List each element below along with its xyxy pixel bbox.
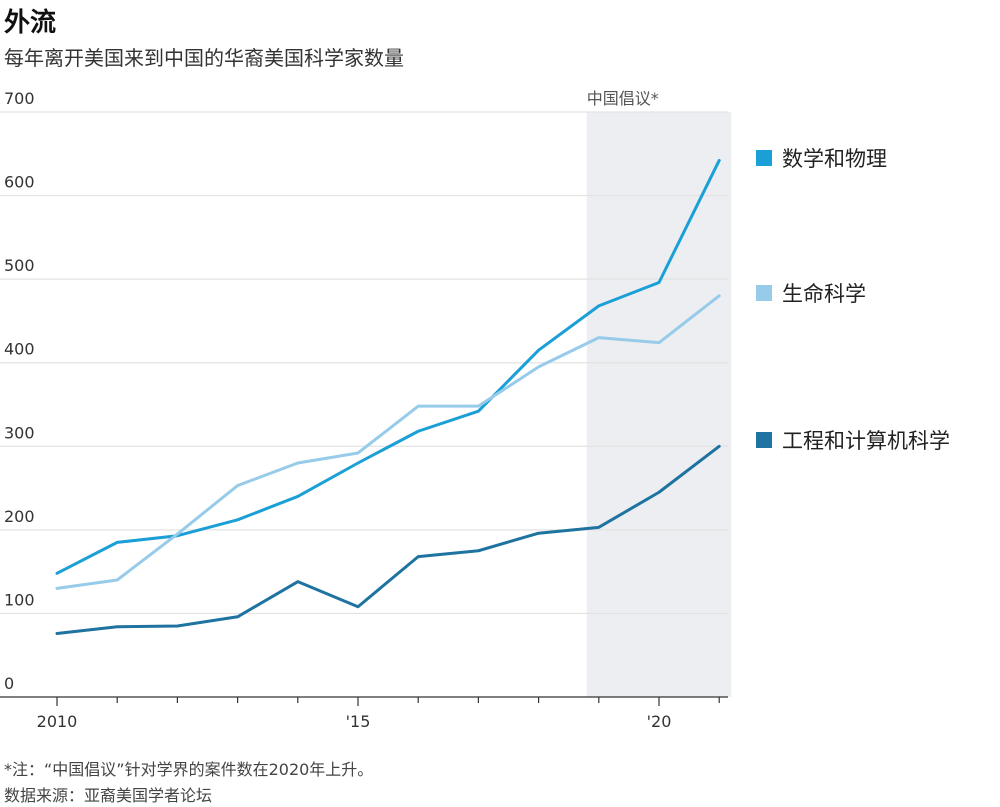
legend-swatch (756, 150, 772, 166)
y-tick-label: 100 (4, 590, 35, 609)
series-line (55, 294, 721, 590)
y-tick-label: 500 (4, 256, 35, 275)
y-tick-label: 400 (4, 340, 35, 359)
series-line (55, 444, 721, 635)
source-note: 数据来源：亚裔美国学者论坛 (4, 786, 213, 805)
shaded-region-label: 中国倡议* (587, 89, 659, 108)
chart-subtitle: 每年离开美国来到中国的华裔美国科学家数量 (4, 46, 404, 70)
y-tick-label: 700 (4, 89, 35, 108)
legend-label: 工程和计算机科学 (782, 429, 950, 453)
x-tick-label: '15 (346, 712, 371, 731)
grid (0, 111, 728, 615)
chart-title: 外流 (4, 8, 57, 38)
y-axis-labels: 0 100 200 300 400 500 600 700 (4, 89, 35, 693)
footnote: *注：“中国倡议”针对学界的案件数在2020年上升。 (4, 760, 374, 779)
y-tick-label: 600 (4, 173, 35, 192)
legend-label: 生命科学 (782, 282, 866, 306)
series-line (55, 158, 721, 575)
legend-swatch (756, 432, 772, 448)
legend-label: 数学和物理 (782, 147, 887, 171)
legend-swatch (756, 285, 772, 301)
y-tick-label: 200 (4, 507, 35, 526)
series-lines (55, 158, 721, 635)
x-tick-label: 2010 (37, 712, 78, 731)
shaded-region (586, 112, 732, 697)
y-tick-label: 0 (4, 674, 14, 693)
x-tick-label: '20 (647, 712, 672, 731)
y-tick-label: 300 (4, 423, 35, 442)
x-axis: 2010 '15 '20 (0, 696, 728, 731)
